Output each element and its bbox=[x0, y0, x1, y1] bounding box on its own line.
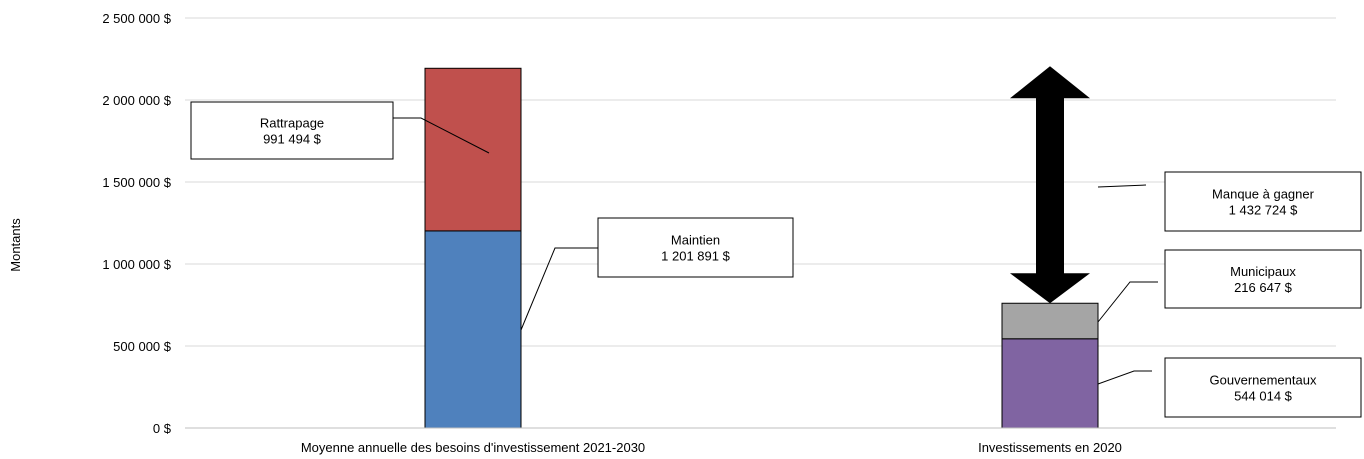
y-tick-label: 1 000 000 $ bbox=[102, 257, 171, 272]
bar-segment-municipaux bbox=[1001, 302, 1099, 340]
x-axis-category-labels: Moyenne annuelle des besoins d'investiss… bbox=[301, 440, 1122, 455]
grid-lines bbox=[185, 17, 1336, 347]
callout-value: 544 014 $ bbox=[1234, 389, 1293, 404]
callout-series-name: Manque à gagner bbox=[1212, 187, 1315, 202]
callout-series-name: Maintien bbox=[671, 233, 720, 248]
x-category-label: Moyenne annuelle des besoins d'investiss… bbox=[301, 440, 645, 455]
callout-value: 1 432 724 $ bbox=[1229, 203, 1298, 218]
callout-box bbox=[597, 217, 794, 278]
callout-value: 1 201 891 $ bbox=[661, 249, 730, 264]
callout-box bbox=[1164, 357, 1362, 418]
callout-value: 216 647 $ bbox=[1234, 280, 1293, 295]
callout-leader-line bbox=[1097, 370, 1152, 385]
callout-leader-line bbox=[1097, 184, 1147, 188]
callout-series-name: Rattrapage bbox=[260, 116, 324, 131]
gap-arrow bbox=[1010, 66, 1090, 304]
callout-box bbox=[1164, 171, 1362, 232]
y-tick-label: 2 000 000 $ bbox=[102, 93, 171, 108]
callout-box bbox=[190, 101, 394, 160]
y-tick-label: 0 $ bbox=[153, 421, 172, 436]
callout-box bbox=[1164, 249, 1362, 309]
bars bbox=[424, 67, 1099, 429]
callout-leader-line bbox=[1097, 281, 1158, 323]
callout-series-name: Gouvernementaux bbox=[1210, 373, 1317, 388]
callout-leader-line bbox=[520, 247, 598, 331]
bar-segment-maintien bbox=[424, 230, 522, 429]
y-tick-label: 2 500 000 $ bbox=[102, 11, 171, 26]
y-tick-label: 1 500 000 $ bbox=[102, 175, 171, 190]
bar-segment-rattrapage bbox=[424, 67, 522, 232]
y-axis-label: Montants bbox=[8, 218, 23, 272]
callout-series-name: Municipaux bbox=[1230, 264, 1296, 279]
callout-leader-line bbox=[393, 117, 490, 154]
y-tick-label: 500 000 $ bbox=[113, 339, 172, 354]
gap-double-arrow bbox=[1010, 66, 1090, 304]
y-axis-tick-labels: 0 $ 500 000 $ 1 000 000 $ 1 500 000 $ 2 000 … bbox=[102, 11, 171, 436]
bar-segment-gouvernementaux bbox=[1001, 338, 1099, 429]
x-category-label: Investissements en 2020 bbox=[978, 440, 1122, 455]
callout-value: 991 494 $ bbox=[263, 132, 322, 147]
